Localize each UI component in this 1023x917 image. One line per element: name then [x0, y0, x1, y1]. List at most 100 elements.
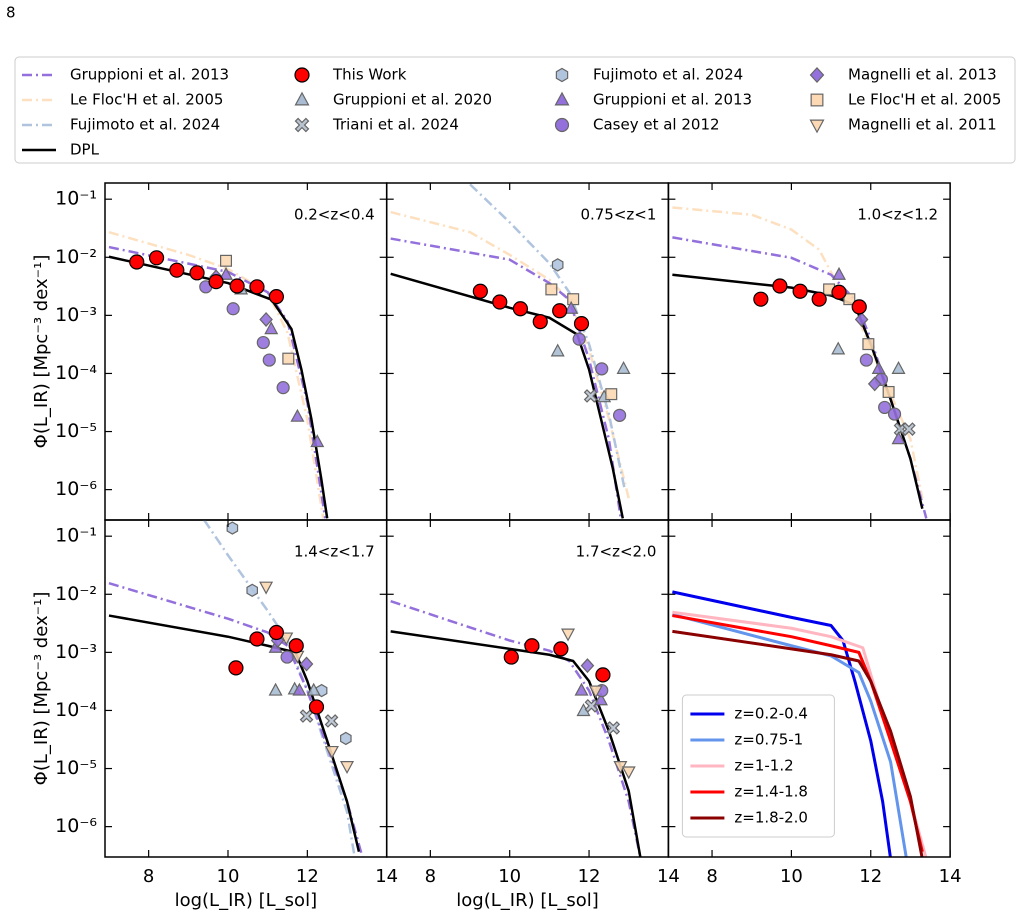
curve — [672, 629, 924, 857]
marker — [593, 692, 608, 706]
curve — [390, 210, 630, 499]
marker — [259, 311, 273, 327]
x-tick-label: 8 — [143, 866, 154, 887]
panel-frame — [385, 182, 670, 521]
marker — [567, 293, 580, 306]
marker — [524, 638, 540, 654]
marker — [276, 381, 290, 395]
marker — [573, 316, 590, 332]
marker — [294, 117, 310, 133]
marker — [306, 682, 321, 696]
y-tick-label: 10⁻⁴ — [55, 699, 97, 721]
marker — [862, 338, 875, 351]
panel-frame — [667, 182, 951, 521]
y-tick-label: 10⁻⁶ — [55, 478, 97, 500]
legend-label: Casey et al 2012 — [593, 116, 720, 134]
curve — [469, 183, 626, 490]
y-tick-label: 10⁻³ — [55, 304, 97, 326]
marker — [605, 388, 618, 401]
marker — [792, 283, 808, 299]
x-tick-label: 8 — [706, 866, 717, 887]
y-tick-label: 10⁻³ — [55, 641, 97, 663]
marker — [226, 302, 240, 316]
curve — [672, 206, 924, 499]
panel-annotation: 1.7<z<2.0 — [576, 543, 657, 561]
marker — [228, 660, 244, 676]
panel-annotation: 0.2<z<0.4 — [294, 206, 375, 224]
y-tick-label: 10⁻¹ — [55, 188, 97, 210]
marker — [492, 294, 508, 310]
marker — [811, 291, 827, 307]
marker — [340, 731, 352, 746]
marker — [219, 266, 234, 280]
marker — [340, 761, 355, 774]
curve — [108, 255, 329, 519]
x-tick-label: 8 — [425, 866, 436, 887]
marker — [580, 658, 595, 674]
marker — [279, 632, 294, 646]
page-number: 8 — [6, 4, 16, 22]
marker — [554, 91, 570, 106]
marker — [878, 400, 892, 415]
marker — [887, 407, 902, 421]
marker — [809, 66, 825, 84]
marker — [256, 335, 270, 350]
marker — [229, 278, 245, 294]
marker — [292, 682, 307, 696]
marker — [831, 341, 846, 355]
legend-label: This Work — [332, 66, 407, 84]
marker — [472, 283, 488, 299]
marker — [832, 266, 847, 280]
legend-box — [14, 56, 1016, 164]
marker — [854, 311, 869, 327]
x-axis-label: log(L_IR) [L_sol] — [175, 890, 318, 911]
legend-label: z=0.75-1 — [734, 731, 803, 749]
marker — [891, 431, 906, 445]
legend-label: Gruppioni et al. 2020 — [333, 91, 492, 109]
marker — [851, 299, 867, 315]
marker — [621, 766, 636, 780]
marker — [249, 631, 265, 647]
plot-area — [672, 206, 928, 519]
marker — [612, 408, 627, 422]
marker — [169, 262, 185, 278]
marker — [294, 91, 310, 106]
legend-label: Magnelli et al. 2011 — [848, 116, 997, 134]
plot-area — [108, 520, 364, 857]
legend-label: Gruppioni et al. 2013 — [593, 91, 752, 109]
panel-legend-box — [681, 694, 835, 838]
marker — [246, 583, 258, 598]
marker — [545, 283, 558, 296]
y-tick-label: 10⁻² — [55, 246, 97, 268]
x-tick-label: 12 — [859, 866, 882, 887]
marker — [282, 352, 295, 365]
marker — [595, 667, 611, 683]
marker — [290, 408, 305, 422]
marker — [891, 360, 906, 374]
panel-frame — [104, 182, 388, 521]
curve — [108, 614, 361, 852]
marker — [561, 628, 576, 642]
curve — [672, 590, 892, 857]
marker — [554, 117, 570, 133]
marker — [564, 300, 579, 314]
curve — [108, 582, 364, 857]
legend-label: Triani et al. 2024 — [332, 116, 459, 134]
panel-frame — [667, 519, 951, 858]
marker — [324, 714, 339, 728]
y-tick-label: 10⁻¹ — [55, 525, 97, 547]
marker — [616, 360, 631, 374]
marker — [809, 119, 825, 134]
curve — [672, 614, 924, 853]
marker — [572, 332, 586, 346]
curve — [390, 630, 642, 857]
y-axis-label: Φ(L_IR) [Mpc⁻³ dex⁻¹] — [31, 592, 52, 786]
x-tick-label: 12 — [578, 866, 601, 887]
plot-area — [108, 231, 329, 519]
marker — [268, 624, 285, 641]
legend-label: DPL — [70, 141, 100, 159]
legend-label: Gruppioni et al. 2013 — [70, 66, 229, 84]
marker — [264, 321, 279, 335]
marker — [280, 650, 294, 664]
plot-area — [390, 183, 631, 519]
